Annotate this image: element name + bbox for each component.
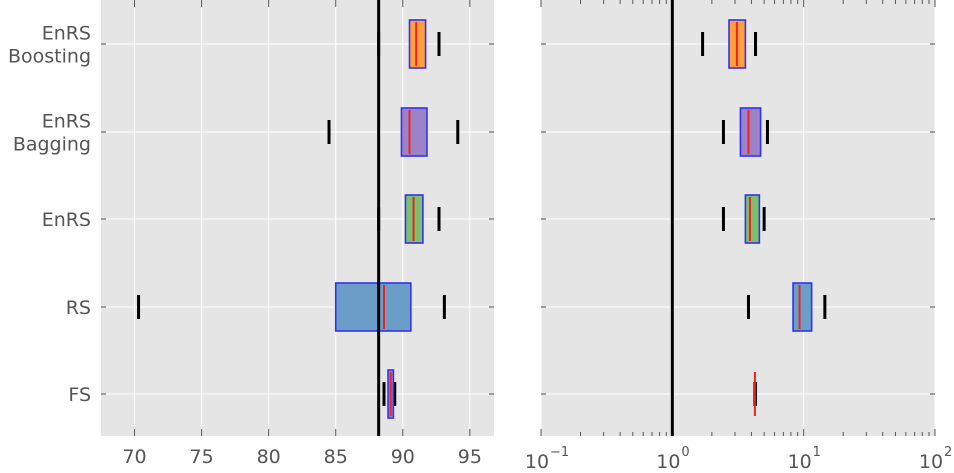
box-rect <box>408 19 427 69</box>
plot-background <box>101 0 494 436</box>
category-label: EnRS <box>42 23 91 45</box>
box-rect <box>739 107 762 157</box>
box-enrs-bagging <box>327 107 460 157</box>
box-rs <box>746 282 827 332</box>
x-tick-label: 70 <box>122 446 146 468</box>
plot-background <box>541 0 935 436</box>
right-panel: 10 −1 10 0 10 1 10 2 <box>525 0 952 473</box>
category-label: RS <box>66 297 91 319</box>
box-fs <box>382 369 397 419</box>
box-fs <box>753 372 758 416</box>
category-label: FS <box>68 384 91 406</box>
x-tick-label: 90 <box>391 446 415 468</box>
category-label: Boosting <box>8 46 91 68</box>
box-enrs <box>721 194 766 244</box>
category-label: Bagging <box>13 134 91 156</box>
x-tick-label: 95 <box>458 446 482 468</box>
box-rs <box>137 282 446 332</box>
box-rect <box>334 282 412 332</box>
x-tick-label: 10 <box>788 451 812 473</box>
x-tick-label: 85 <box>324 446 348 468</box>
x-tick-label-exponent: −1 <box>550 445 569 460</box>
x-tick-label: 10 <box>919 451 943 473</box>
category-label: EnRS <box>42 209 91 231</box>
box-rect <box>744 194 761 244</box>
x-tick-label: 10 <box>656 451 680 473</box>
x-tick-label: 80 <box>257 446 281 468</box>
box-rect <box>792 282 813 332</box>
box-rect <box>400 107 428 157</box>
x-tick-label: 10 <box>525 451 549 473</box>
x-tick-label-exponent: 2 <box>944 445 952 460</box>
left-panel: 70 75 80 85 90 95EnRSBoostingEnRSBaggingEnRSR… <box>8 0 494 468</box>
box-enrs-boosting <box>701 19 758 69</box>
category-label: EnRS <box>42 111 91 133</box>
x-tick-label: 75 <box>190 446 214 468</box>
x-tick-label-exponent: 0 <box>681 445 689 460</box>
x-tick-label-exponent: 1 <box>813 445 821 460</box>
box-enrs-bagging <box>721 107 769 157</box>
